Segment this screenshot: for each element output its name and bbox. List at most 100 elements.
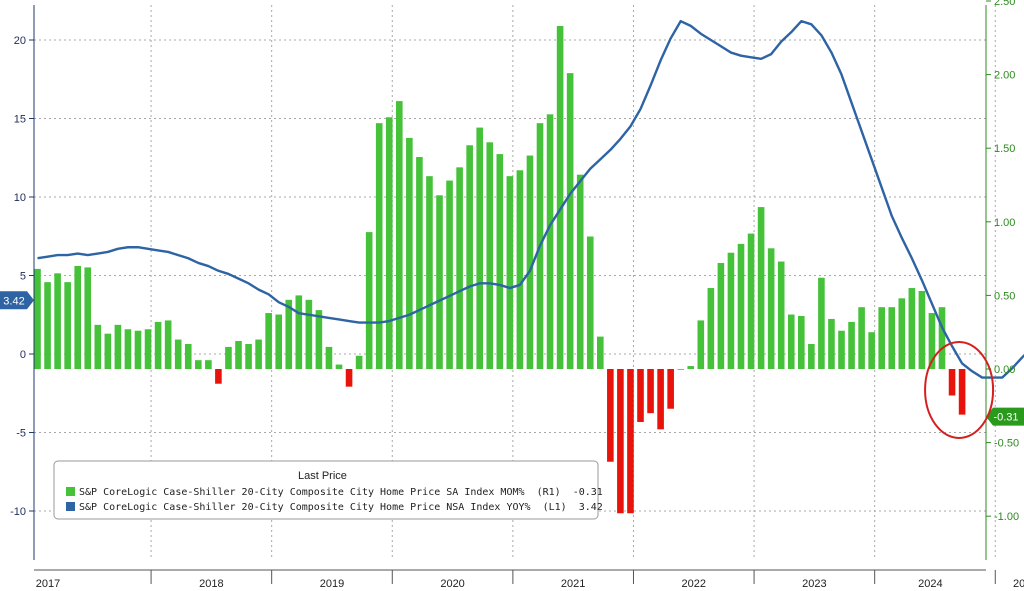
bar-mom — [74, 265, 81, 369]
bar-mom — [195, 360, 202, 369]
bar-mom — [868, 332, 875, 369]
bar-mom — [205, 360, 212, 369]
line-layer — [37, 19, 1024, 379]
bar-mom — [858, 307, 865, 369]
left-tick-label: 10 — [14, 192, 26, 204]
axis-layer: 20 15 10 5 0 -5 -10 2.50 2.00 1.50 1.00 0.50 0.00 -0.… — [10, 0, 1024, 590]
bar-mom — [245, 343, 252, 369]
bar-mom — [767, 248, 775, 369]
bar-mom — [848, 321, 855, 369]
bar-mom — [948, 369, 956, 396]
bar-mom — [94, 324, 102, 369]
year-label: 2022 — [682, 578, 706, 590]
bar-mom — [667, 369, 674, 409]
last-price-tag-left — [0, 291, 34, 310]
bar-mom — [798, 316, 805, 369]
bar-mom — [335, 364, 343, 369]
bar-mom — [355, 355, 363, 369]
legend-swatch-yoy — [66, 502, 75, 511]
bar-mom — [144, 329, 152, 369]
left-tick-label: 15 — [14, 114, 26, 126]
year-label: 2017 — [36, 578, 60, 590]
bar-mom — [707, 288, 715, 369]
bar-mom — [888, 307, 896, 369]
bar-mom — [526, 155, 534, 369]
bar-mom — [124, 329, 132, 369]
year-label: 2024 — [918, 578, 942, 590]
last-price-tag-right — [986, 407, 1024, 426]
bar-mom — [637, 369, 644, 422]
bar-mom — [456, 167, 463, 369]
bar-mom — [295, 295, 303, 369]
legend-title: Last Price — [298, 470, 347, 482]
bar-mom — [717, 263, 725, 369]
bar-mom — [958, 369, 966, 415]
legend-label-mom: S&P CoreLogic Case-Shiller 20-City Compo… — [79, 487, 603, 498]
bar-mom — [154, 321, 162, 369]
right-tick-label: -0.50 — [994, 438, 1019, 450]
bar-mom — [114, 324, 122, 369]
bar-mom — [627, 369, 634, 514]
bar-mom — [84, 267, 92, 369]
bar-mom — [255, 339, 262, 369]
bar-mom — [44, 282, 51, 369]
bar-mom — [818, 277, 825, 369]
legend-label-mom-axis: (R1) — [537, 487, 561, 498]
highlight-circle — [924, 341, 995, 439]
bar-mom — [787, 314, 795, 369]
bar-mom — [225, 346, 232, 369]
bar-mom — [325, 346, 333, 369]
bar-mom — [396, 101, 403, 369]
year-label: 2025 — [1013, 578, 1024, 590]
right-tick-label: -1.00 — [994, 511, 1019, 523]
year-label: 2018 — [199, 578, 223, 590]
bar-mom — [908, 288, 916, 369]
bar-mom — [315, 310, 323, 369]
bar-mom — [516, 170, 524, 369]
bar-mom — [506, 176, 514, 369]
legend-label-yoy: S&P CoreLogic Case-Shiller 20-City Compo… — [79, 502, 603, 513]
bar-mom — [938, 307, 946, 369]
bar-mom — [808, 343, 815, 369]
right-tick-label: 2.50 — [994, 0, 1015, 8]
left-tick-label: 5 — [20, 271, 26, 283]
bar-mom — [737, 243, 745, 369]
line-yoy — [37, 19, 1024, 379]
bar-mom — [586, 236, 594, 369]
bar-mom — [687, 366, 695, 369]
left-tick-label: -10 — [10, 506, 26, 518]
legend-label-mom-name: S&P CoreLogic Case-Shiller 20-City Compo… — [79, 487, 525, 498]
bar-mom — [677, 369, 684, 370]
year-label: 2023 — [802, 578, 826, 590]
bar-mom — [215, 369, 222, 384]
bar-mom — [285, 299, 293, 369]
bar-mom — [235, 341, 242, 369]
year-label: 2019 — [320, 578, 344, 590]
legend-frame — [53, 460, 599, 520]
bar-mom — [174, 339, 182, 369]
bar-mom — [556, 26, 564, 370]
bar-mom — [466, 145, 473, 369]
bar-mom — [838, 330, 845, 369]
legend-box: Last Price S&P CoreLogic Case-Shiller 20… — [53, 460, 603, 520]
bar-mom — [184, 343, 192, 369]
bar-mom — [446, 180, 453, 369]
bar-mom — [576, 174, 584, 369]
bar-mom — [747, 233, 755, 369]
bar-mom — [898, 298, 906, 369]
bar-mom — [878, 307, 885, 369]
bar-mom — [918, 290, 926, 369]
year-label: 2020 — [440, 578, 464, 590]
bar-mom — [416, 157, 423, 369]
bar-mom — [757, 207, 765, 369]
legend-label-yoy-axis: (L1) — [543, 502, 567, 513]
annot-layer: 3.42 -0.31 — [0, 291, 1024, 439]
last-price-tag-left-label: 3.42 — [3, 295, 24, 307]
bar-mom — [777, 261, 785, 369]
bar-mom — [406, 137, 413, 369]
bar-mom — [275, 314, 282, 369]
left-tick-label: 20 — [14, 35, 26, 47]
last-price-tag-right-label: -0.31 — [993, 412, 1018, 424]
